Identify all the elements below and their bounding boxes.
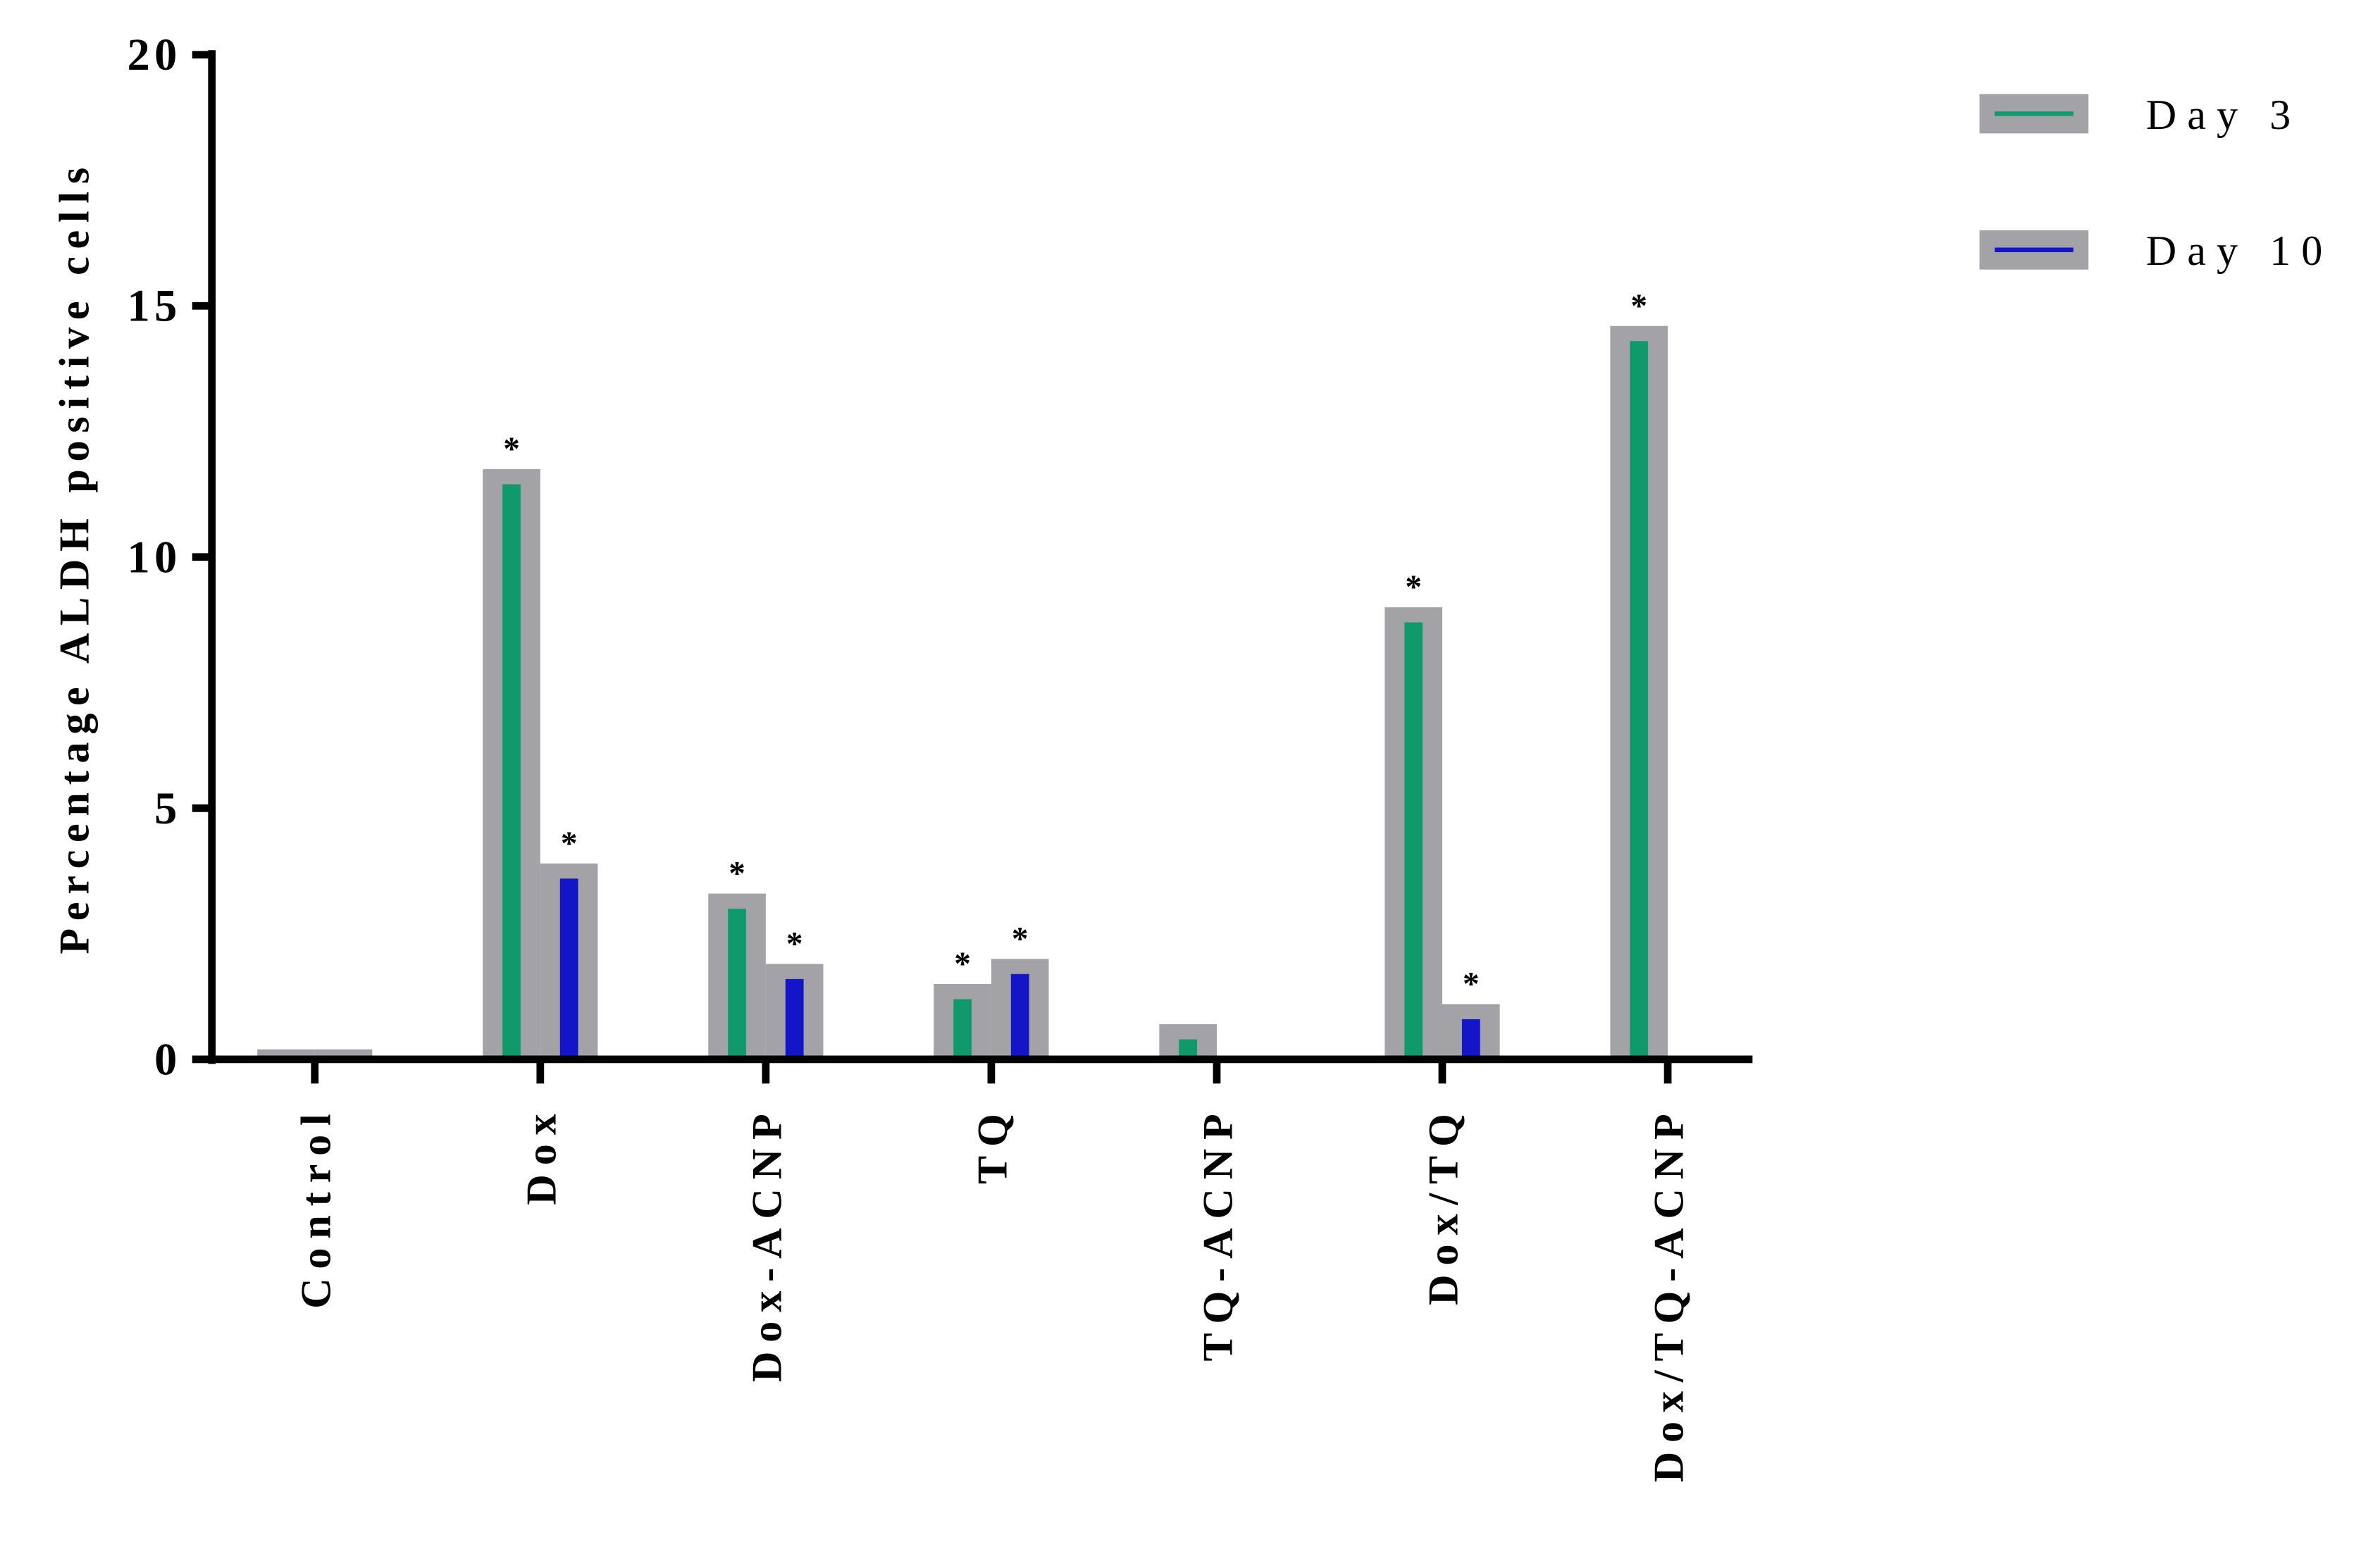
- x-tick-label: Dox/TQ-ACNP: [1646, 1105, 1693, 1482]
- y-tick-label: 0: [154, 1034, 182, 1084]
- y-tick-label: 20: [127, 30, 181, 80]
- significance-mark: *: [1630, 288, 1647, 325]
- bar: [785, 978, 804, 1059]
- bar: [1630, 341, 1649, 1059]
- x-tick-label: Control: [292, 1105, 340, 1309]
- significance-mark: *: [1463, 966, 1480, 1003]
- bar: [502, 484, 521, 1059]
- y-tick-label: 10: [127, 532, 181, 582]
- x-tick-label: TQ-ACNP: [1194, 1105, 1241, 1361]
- x-tick-label: Dox/TQ: [1420, 1105, 1467, 1305]
- significance-mark: *: [561, 826, 578, 862]
- significance-mark: *: [954, 946, 971, 983]
- y-axis-label: Percentage ALDH positive cells: [51, 160, 98, 954]
- significance-mark: *: [503, 431, 520, 468]
- bar: [1010, 973, 1029, 1059]
- legend-label: Day 3: [2146, 92, 2301, 139]
- legend-label: Day 10: [2146, 228, 2334, 275]
- bar: [953, 999, 972, 1059]
- bar: [1461, 1019, 1480, 1059]
- bar: [1404, 622, 1423, 1059]
- x-tick-label: Dox: [518, 1105, 565, 1205]
- bar: [559, 878, 578, 1059]
- significance-mark: *: [1405, 569, 1422, 606]
- x-tick-label: Dox-ACNP: [743, 1105, 791, 1382]
- significance-mark: *: [786, 926, 803, 963]
- y-tick-label: 5: [154, 783, 182, 833]
- significance-mark: *: [1012, 921, 1029, 957]
- significance-mark: *: [729, 856, 745, 892]
- x-tick-label: TQ: [969, 1105, 1016, 1184]
- y-tick-label: 15: [127, 281, 181, 331]
- bar: [728, 909, 746, 1059]
